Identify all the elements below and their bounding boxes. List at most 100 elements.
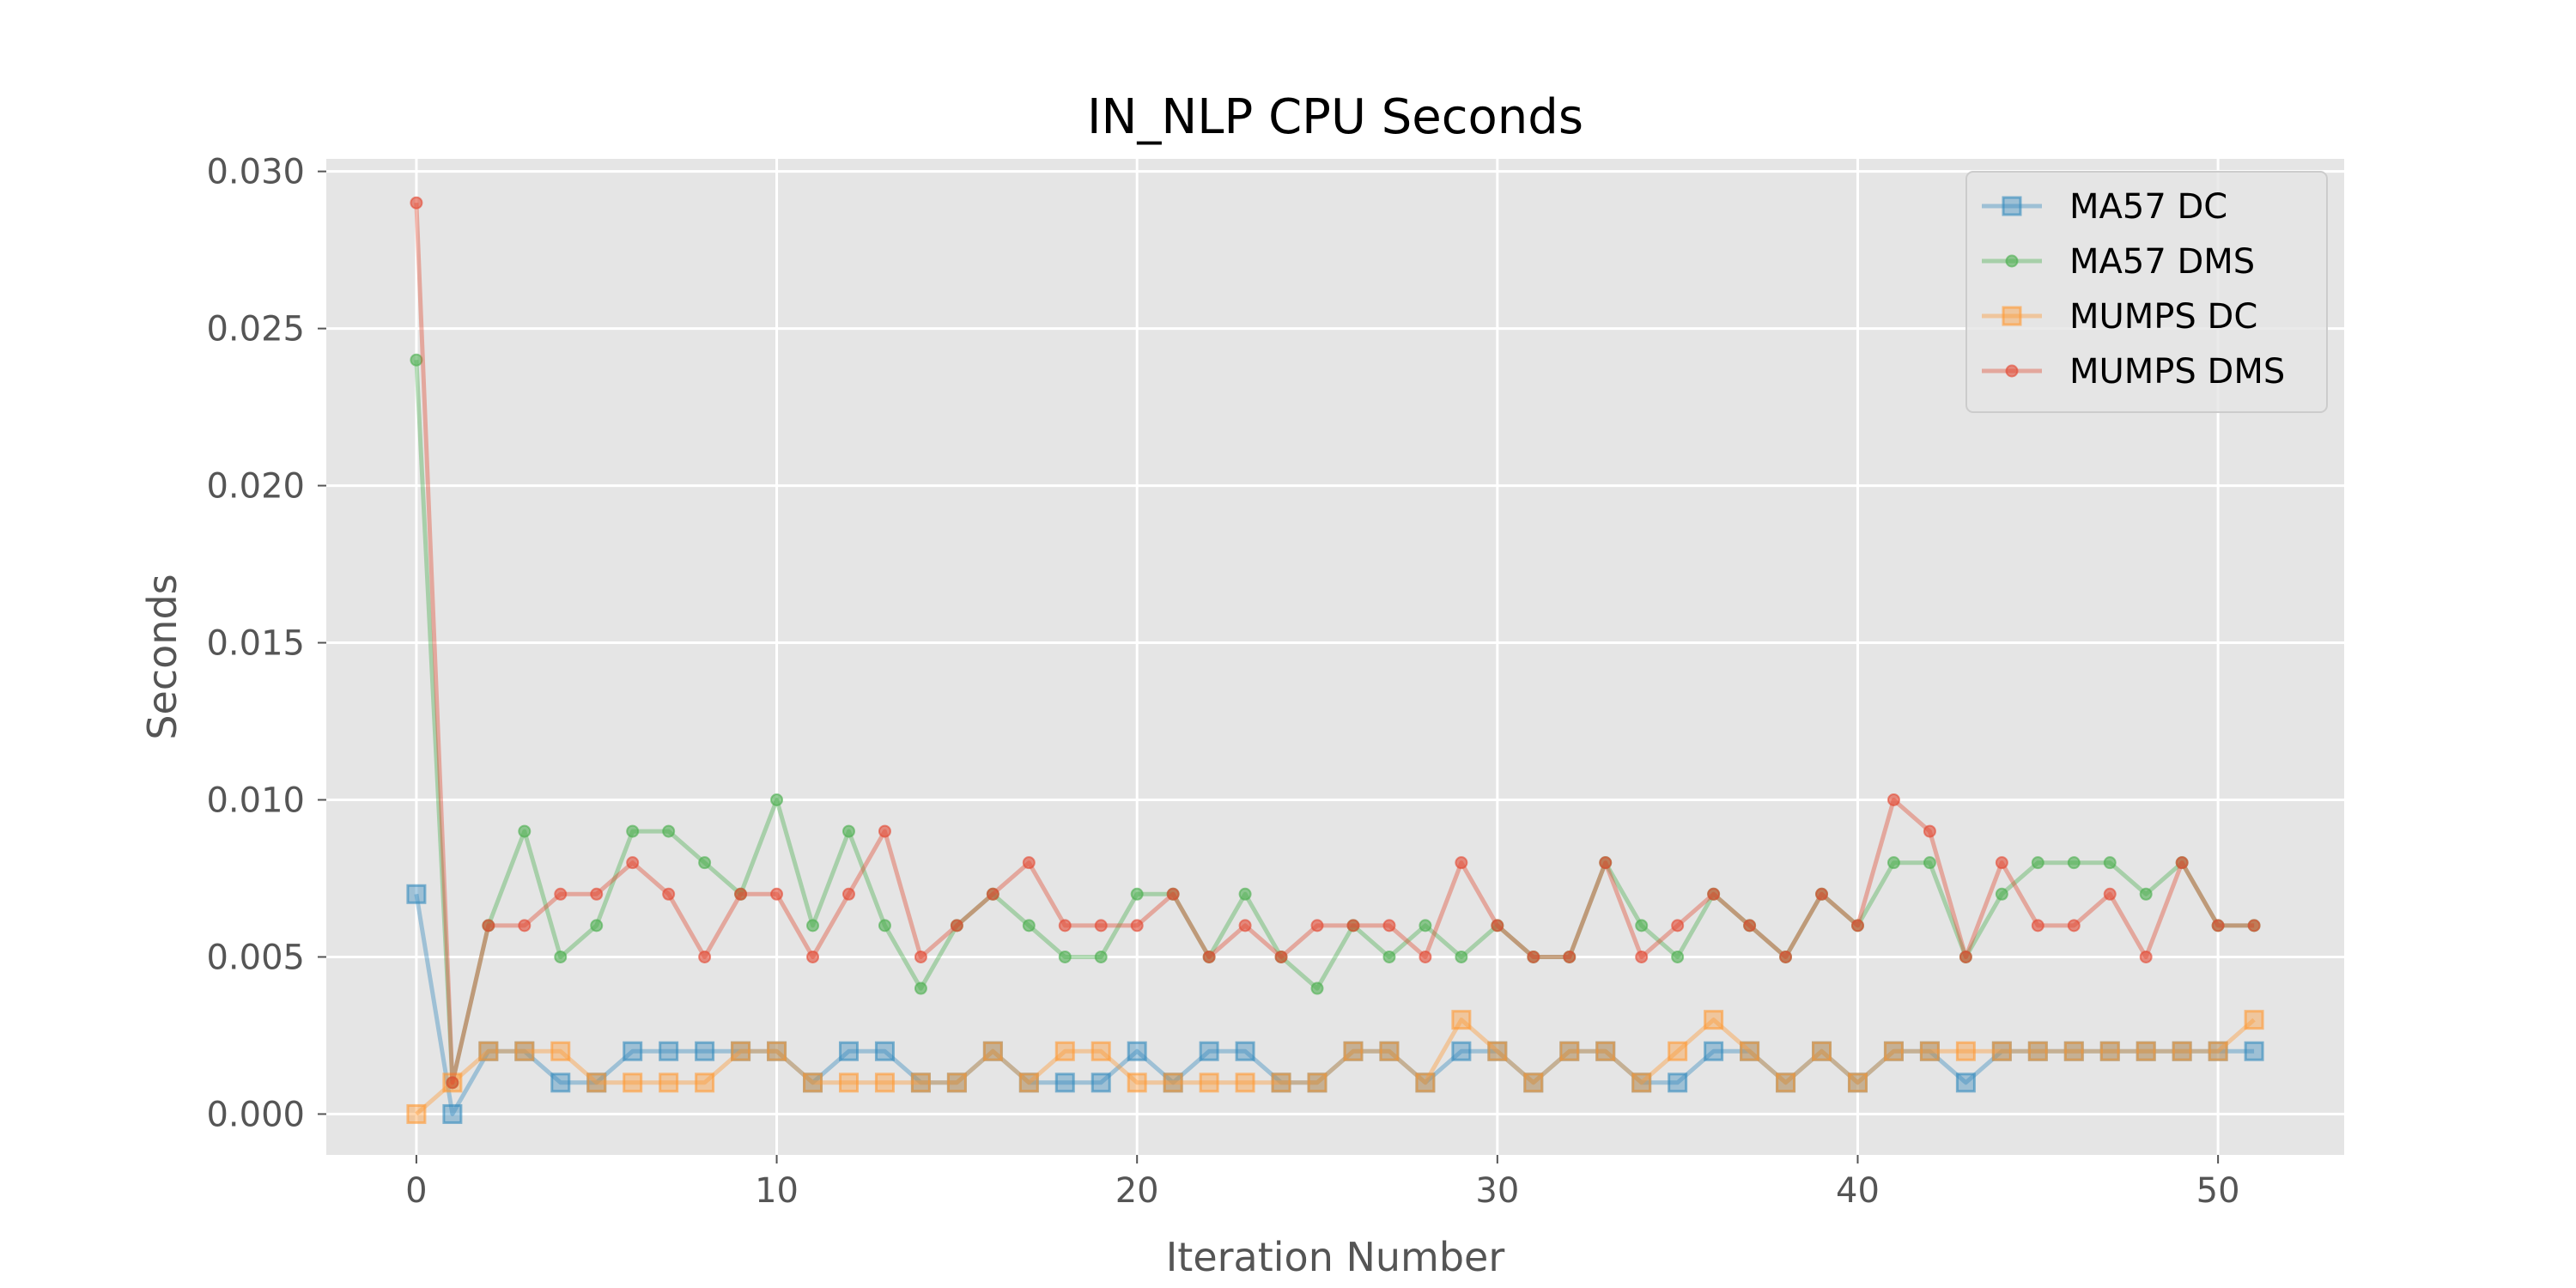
data-point xyxy=(698,856,712,870)
legend-marker xyxy=(2002,196,2022,216)
data-point xyxy=(2031,919,2044,933)
data-point xyxy=(1415,1072,1436,1093)
data-point xyxy=(1668,1072,1688,1093)
data-point xyxy=(1704,1041,1724,1061)
data-point xyxy=(1346,919,1360,933)
data-point xyxy=(626,856,640,870)
data-point xyxy=(514,1041,535,1061)
data-point xyxy=(910,1072,931,1093)
data-point xyxy=(1382,919,1396,933)
data-point xyxy=(482,919,495,933)
data-point xyxy=(1883,1041,1904,1061)
data-point xyxy=(1635,919,1649,933)
series-line-ma57-dc xyxy=(414,893,2255,1116)
data-point xyxy=(1091,1072,1111,1093)
data-point xyxy=(1419,919,1432,933)
data-point xyxy=(662,887,676,901)
data-point xyxy=(695,1041,715,1061)
data-point xyxy=(838,1041,859,1061)
y-tick-label: 0.020 xyxy=(206,467,305,507)
data-point xyxy=(1163,1072,1183,1093)
legend-item: MA57 DC xyxy=(1982,187,2227,227)
data-point xyxy=(767,1041,787,1061)
x-axis-label: Iteration Number xyxy=(1166,1234,1505,1280)
data-point xyxy=(1815,887,1829,901)
data-point xyxy=(2208,1041,2228,1061)
data-point xyxy=(1382,950,1396,963)
data-point xyxy=(1127,1041,1147,1061)
data-point xyxy=(1054,1041,1075,1061)
data-point xyxy=(586,1072,607,1093)
data-point xyxy=(1094,950,1108,963)
grid xyxy=(326,159,2344,1155)
data-point xyxy=(1995,887,2008,901)
data-point xyxy=(1058,950,1072,963)
data-point xyxy=(1235,1041,1255,1061)
data-point xyxy=(1595,1041,1616,1061)
y-tick-label: 0.030 xyxy=(206,153,305,192)
data-point xyxy=(1419,950,1432,963)
data-point xyxy=(2027,1041,2048,1061)
data-point xyxy=(1487,1041,1508,1061)
data-point xyxy=(1455,856,1468,870)
chart-title: IN_NLP CPU Seconds xyxy=(1087,89,1583,145)
data-point xyxy=(806,950,820,963)
data-point xyxy=(1599,856,1613,870)
data-point xyxy=(1238,919,1252,933)
x-tick-label: 30 xyxy=(1475,1171,1519,1211)
data-point xyxy=(518,824,532,838)
data-point xyxy=(623,1072,643,1093)
data-point xyxy=(1668,1041,1688,1061)
data-point xyxy=(803,1072,823,1093)
data-point xyxy=(1451,1010,1472,1030)
data-point xyxy=(2211,919,2225,933)
data-point xyxy=(1274,950,1288,963)
data-point xyxy=(1271,1072,1291,1093)
legend-frame xyxy=(1965,171,2328,413)
data-point xyxy=(2247,919,2261,933)
data-point xyxy=(1955,1072,1976,1093)
data-point xyxy=(1199,1072,1219,1093)
data-point xyxy=(1451,1041,1472,1061)
data-point xyxy=(2063,1041,2084,1061)
data-point xyxy=(2067,919,2081,933)
data-point xyxy=(1527,950,1540,963)
legend-item: MA57 DMS xyxy=(1982,242,2255,282)
x-tick-label: 0 xyxy=(405,1171,427,1211)
data-point xyxy=(986,887,999,901)
y-tick-label: 0.000 xyxy=(206,1095,305,1134)
data-point xyxy=(1455,950,1468,963)
data-point xyxy=(950,919,963,933)
data-point xyxy=(2244,1010,2264,1030)
data-point xyxy=(1847,1072,1868,1093)
legend-label: MA57 DC xyxy=(2069,187,2227,227)
data-point xyxy=(838,1072,859,1093)
data-point xyxy=(734,887,748,901)
ticks: 0 10 20 30 40 50 0.000 0.005 0.010 0.015 0.020 0.02… xyxy=(206,153,2239,1211)
data-point xyxy=(554,887,568,901)
data-point xyxy=(770,887,784,901)
data-point xyxy=(1955,1041,1976,1061)
legend-item: MUMPS DC xyxy=(1982,297,2257,337)
data-point xyxy=(1166,887,1180,901)
data-point xyxy=(1235,1072,1255,1093)
data-point xyxy=(410,353,423,367)
legend-label: MUMPS DC xyxy=(2069,297,2257,337)
data-point xyxy=(878,919,891,933)
x-tick-label: 40 xyxy=(1836,1171,1880,1211)
data-point xyxy=(478,1041,499,1061)
data-point xyxy=(1563,950,1577,963)
data-point xyxy=(1491,919,1504,933)
series-line-ma57-dms xyxy=(414,360,2255,1085)
x-tick-label: 10 xyxy=(755,1171,799,1211)
data-point xyxy=(1058,919,1072,933)
data-point xyxy=(1959,950,1972,963)
data-point xyxy=(1022,919,1036,933)
data-point xyxy=(1740,1041,1760,1061)
data-point xyxy=(2136,1041,2156,1061)
data-point xyxy=(1202,950,1216,963)
data-point xyxy=(410,196,423,210)
data-point xyxy=(914,981,927,995)
data-point xyxy=(1130,919,1144,933)
